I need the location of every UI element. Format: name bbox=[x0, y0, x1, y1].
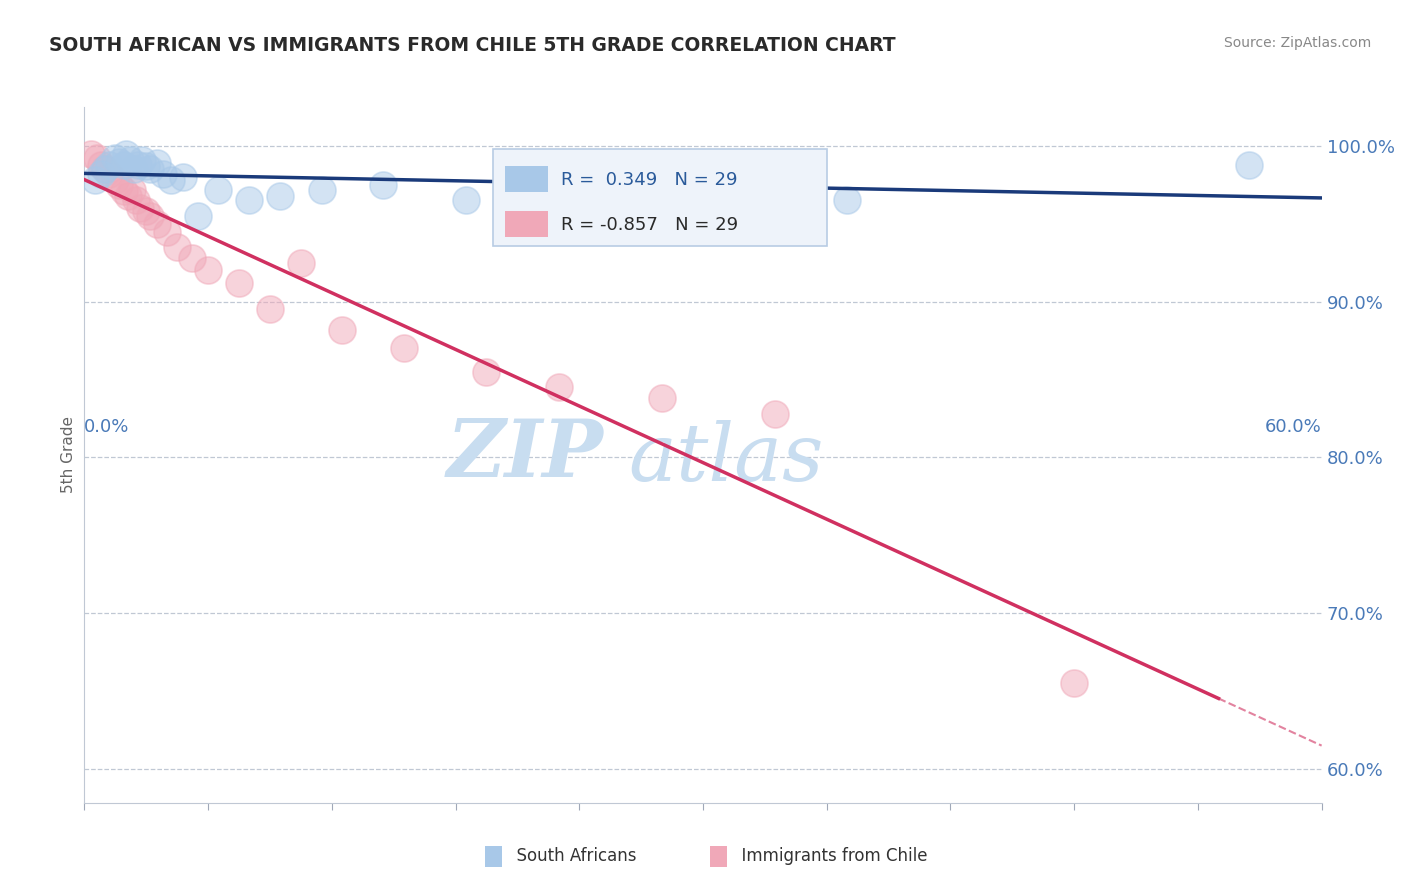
Point bbox=[152, 167, 174, 181]
Point bbox=[112, 184, 135, 198]
Point bbox=[713, 182, 735, 196]
Point bbox=[121, 182, 143, 196]
Point bbox=[269, 188, 291, 202]
Point bbox=[197, 263, 219, 277]
Point bbox=[94, 162, 117, 177]
Point bbox=[83, 173, 105, 187]
Point bbox=[311, 182, 333, 196]
Point bbox=[527, 188, 550, 202]
Text: Source: ZipAtlas.com: Source: ZipAtlas.com bbox=[1223, 36, 1371, 50]
Point bbox=[108, 178, 131, 192]
Text: 60.0%: 60.0% bbox=[1265, 418, 1322, 436]
Point bbox=[547, 380, 569, 394]
Point bbox=[166, 240, 188, 254]
Point bbox=[90, 158, 112, 172]
Point bbox=[98, 167, 121, 181]
Text: South Africans: South Africans bbox=[506, 847, 637, 865]
Point bbox=[238, 194, 260, 208]
Point bbox=[86, 152, 108, 166]
Point bbox=[135, 159, 157, 173]
Point bbox=[290, 255, 312, 269]
Point bbox=[187, 209, 209, 223]
Point bbox=[98, 158, 121, 172]
Point bbox=[129, 201, 152, 215]
Point bbox=[117, 188, 139, 202]
FancyBboxPatch shape bbox=[505, 166, 548, 193]
Point bbox=[114, 146, 136, 161]
Point bbox=[135, 204, 157, 219]
Point bbox=[118, 153, 141, 167]
Point bbox=[475, 365, 498, 379]
Text: atlas: atlas bbox=[628, 419, 824, 497]
Point bbox=[763, 407, 786, 421]
Point bbox=[156, 225, 179, 239]
Point bbox=[125, 194, 148, 208]
Point bbox=[145, 217, 167, 231]
Point bbox=[172, 170, 194, 185]
Point bbox=[139, 209, 162, 223]
Point bbox=[94, 162, 117, 177]
Point bbox=[104, 173, 127, 187]
Point bbox=[837, 194, 859, 208]
Text: R = -0.857   N = 29: R = -0.857 N = 29 bbox=[561, 216, 738, 234]
Point bbox=[392, 341, 415, 355]
Point bbox=[207, 182, 229, 196]
Text: R =  0.349   N = 29: R = 0.349 N = 29 bbox=[561, 171, 737, 189]
Point bbox=[180, 251, 202, 265]
Point bbox=[1239, 158, 1261, 172]
Point bbox=[160, 173, 183, 187]
Point bbox=[145, 156, 167, 170]
Point bbox=[90, 167, 112, 181]
Point bbox=[139, 162, 162, 177]
Point bbox=[454, 194, 477, 208]
Text: ZIP: ZIP bbox=[447, 417, 605, 493]
Text: SOUTH AFRICAN VS IMMIGRANTS FROM CHILE 5TH GRADE CORRELATION CHART: SOUTH AFRICAN VS IMMIGRANTS FROM CHILE 5… bbox=[49, 36, 896, 54]
Y-axis label: 5th Grade: 5th Grade bbox=[60, 417, 76, 493]
Point bbox=[651, 391, 673, 405]
Point bbox=[373, 178, 395, 192]
Point bbox=[330, 323, 353, 337]
Point bbox=[104, 152, 127, 166]
Point bbox=[1063, 676, 1085, 690]
Text: Immigrants from Chile: Immigrants from Chile bbox=[731, 847, 928, 865]
Point bbox=[112, 158, 135, 172]
Point bbox=[79, 146, 101, 161]
Point bbox=[228, 276, 250, 290]
Point bbox=[108, 154, 131, 169]
Point bbox=[122, 162, 145, 177]
Point bbox=[131, 153, 153, 167]
Point bbox=[259, 302, 281, 317]
Point bbox=[127, 158, 149, 172]
FancyBboxPatch shape bbox=[492, 149, 827, 246]
FancyBboxPatch shape bbox=[505, 211, 548, 237]
Text: 0.0%: 0.0% bbox=[84, 418, 129, 436]
